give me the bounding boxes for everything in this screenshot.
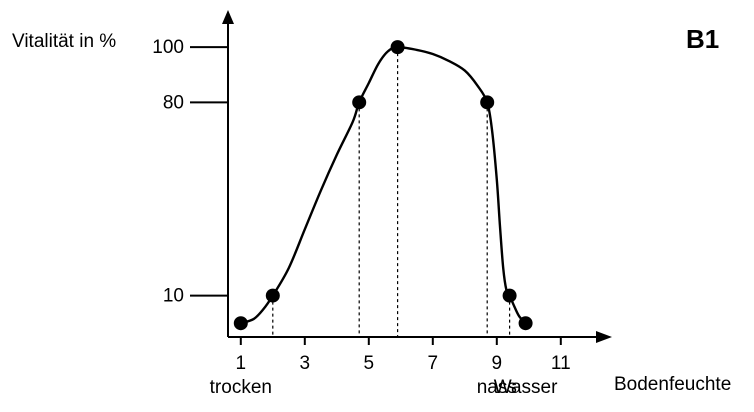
x-tick-label: 3: [300, 353, 311, 374]
x-category-label: nass: [477, 377, 517, 398]
y-tick-label: 100: [152, 37, 184, 58]
data-point: [352, 95, 367, 110]
x-tick-label: 7: [428, 353, 439, 374]
x-category-label: trocken: [210, 377, 272, 398]
data-point: [518, 316, 533, 331]
y-tick-label: 80: [163, 92, 184, 113]
series-curve: [240, 45, 527, 325]
data-point: [265, 288, 280, 303]
y-axis-arrow: [222, 10, 234, 24]
chart-badge: B1: [686, 24, 719, 54]
axes: [190, 10, 612, 345]
data-point: [233, 316, 248, 331]
x-tick-label: 5: [364, 353, 375, 374]
x-axis-arrow: [596, 331, 612, 343]
y-tick-label: 10: [163, 286, 184, 307]
x-axis-label: Bodenfeuchte: [614, 374, 731, 395]
x-tick-label: 1: [236, 353, 247, 374]
dashed-guides: [272, 47, 511, 337]
data-point: [390, 40, 405, 55]
data-points: [233, 40, 533, 331]
x-tick-label: 11: [551, 353, 571, 374]
x-tick-label: 9: [492, 353, 503, 374]
y-axis-label: Vitalität in %: [12, 31, 116, 52]
data-point: [480, 95, 495, 110]
x-category-label: Wasser: [494, 377, 558, 398]
data-point: [502, 288, 517, 303]
